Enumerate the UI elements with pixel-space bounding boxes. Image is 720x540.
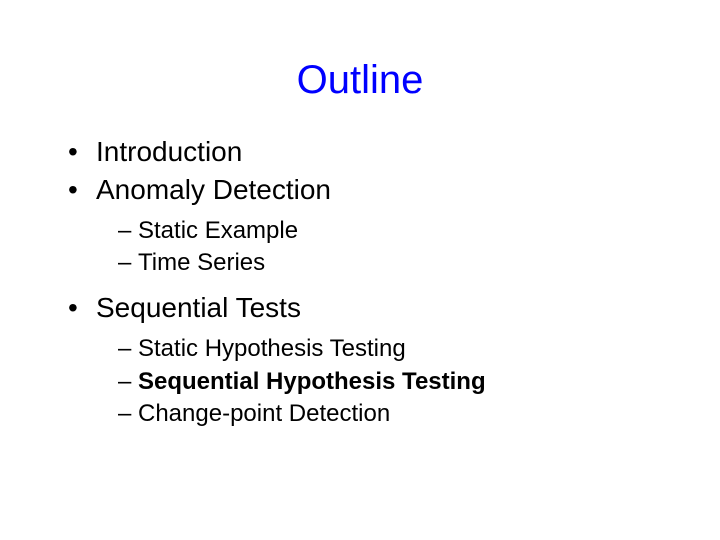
outline-item-l2: Static Hypothesis Testing bbox=[118, 333, 670, 365]
outline-item-l1: Introduction bbox=[68, 133, 670, 171]
outline-list: Introduction Anomaly Detection Static Exam… bbox=[68, 133, 670, 430]
slide-content: Introduction Anomaly Detection Static Exam… bbox=[50, 133, 670, 430]
outline-item-l2: Change-point Detection bbox=[118, 398, 670, 430]
outline-item-l2: Time Series bbox=[118, 247, 670, 279]
outline-item-l2: Static Example bbox=[118, 215, 670, 247]
outline-item-label: Anomaly Detection bbox=[96, 174, 331, 205]
outline-subitem-label: Static Example bbox=[138, 217, 298, 244]
outline-subitem-label: Change-point Detection bbox=[138, 400, 390, 427]
outline-sublist: Static Example Time Series bbox=[96, 215, 670, 280]
outline-subitem-label: Time Series bbox=[138, 249, 265, 276]
outline-item-l1: Sequential Tests Static Hypothesis Testin… bbox=[68, 289, 670, 430]
slide-container: Outline Introduction Anomaly Detection Sta… bbox=[0, 0, 720, 540]
outline-subitem-label: Static Hypothesis Testing bbox=[138, 335, 406, 362]
outline-item-l2: Sequential Hypothesis Testing bbox=[118, 366, 670, 398]
slide-title: Outline bbox=[50, 58, 670, 103]
outline-item-l1: Anomaly Detection Static Example Time Seri… bbox=[68, 171, 670, 280]
outline-item-label: Introduction bbox=[96, 136, 242, 167]
outline-sublist: Static Hypothesis Testing Sequential Hypo… bbox=[96, 333, 670, 430]
outline-item-label: Sequential Tests bbox=[96, 292, 301, 323]
outline-subitem-label: Sequential Hypothesis Testing bbox=[138, 368, 486, 395]
